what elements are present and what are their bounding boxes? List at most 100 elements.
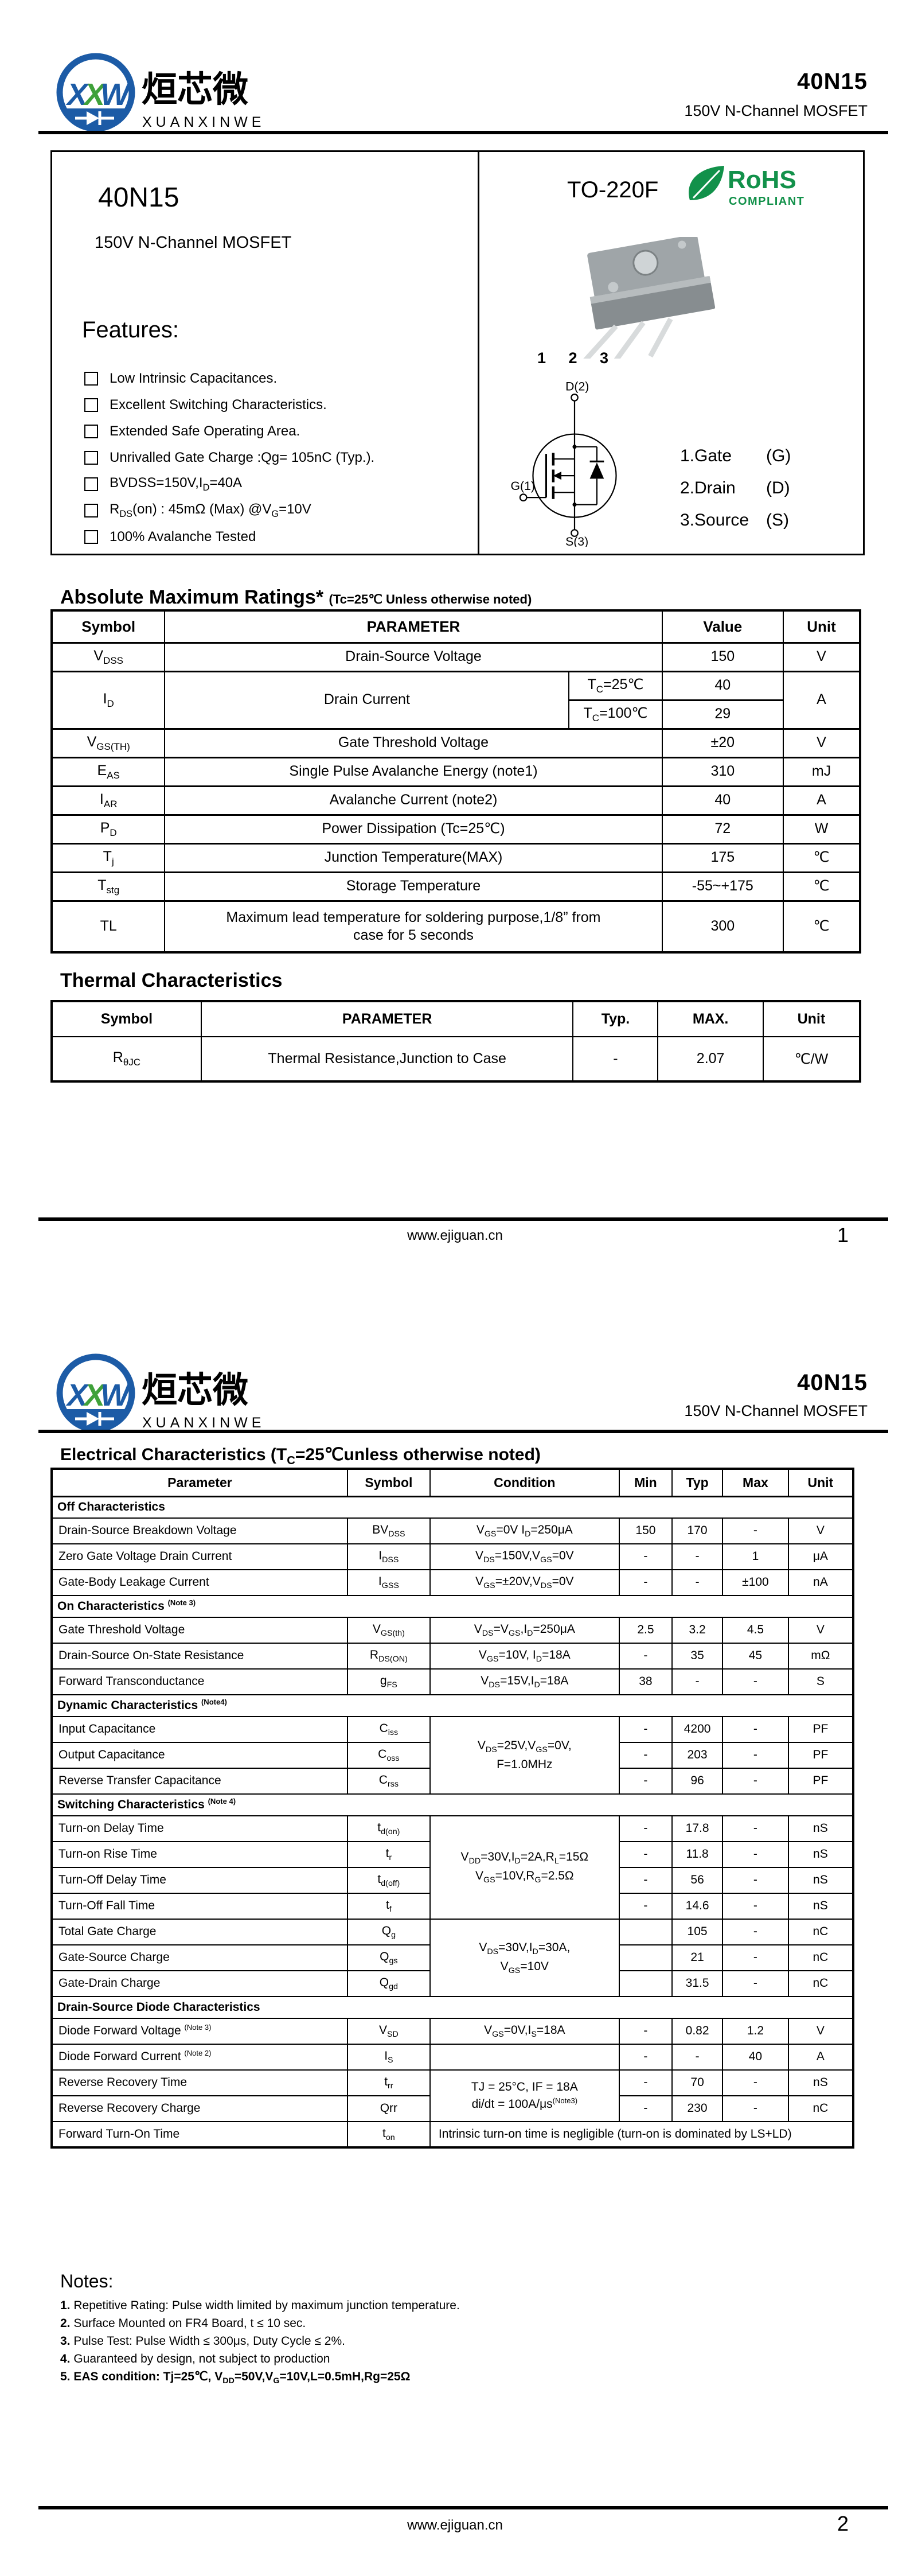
table-cell: nS	[787, 1867, 854, 1894]
to220f-drawing	[579, 234, 716, 367]
table-row: Drain-Source Breakdown Voltage BVDSS VGS=0…	[51, 1517, 854, 1544]
table-cell: -	[618, 1543, 673, 1570]
rohs-compliant-text: COMPLIANT	[729, 195, 804, 208]
table-cell: -	[618, 2018, 673, 2045]
table-cell: -	[722, 1944, 789, 1971]
table-cell: nS	[787, 1841, 854, 1868]
table-cell: 17.8	[671, 1815, 724, 1842]
table-cell	[618, 1944, 673, 1971]
table-cell: 35	[671, 1643, 724, 1670]
header-subtitle: 150V N-Channel MOSFET	[684, 102, 868, 119]
table-cell: 40	[661, 670, 784, 701]
section-row: Dynamic Characteristics (Note4)	[51, 1694, 854, 1717]
table-cell: Gate-Source Charge	[51, 1944, 348, 1971]
table-cell: Qgs	[346, 1944, 431, 1971]
table-cell: td(on)	[346, 1815, 431, 1842]
elec-title: Electrical Characteristics (TC=25℃unless…	[60, 1445, 541, 1467]
table-cell: -	[722, 1517, 789, 1544]
brand-logo-graphic: X X W 烜芯微 XUANXINWEI	[56, 53, 269, 132]
table-cell: -	[618, 1867, 673, 1894]
table-cell: μA	[787, 1543, 854, 1570]
table-cell: Coss	[346, 1742, 431, 1769]
column-header: Symbol	[51, 1001, 202, 1037]
table-cell: 14.6	[671, 1893, 724, 1920]
pin-description: 2.Drain (D)	[680, 472, 791, 504]
notes-title: Notes:	[60, 2271, 114, 2291]
table-cell: -	[671, 1668, 724, 1695]
table-cell: VGS(th)	[346, 1617, 431, 1644]
table-row: TL Maximum lead temperature for soldering…	[50, 900, 861, 954]
brand-name-en: XUANXINWEI	[142, 114, 261, 130]
table-cell: Tstg	[50, 871, 166, 902]
table-row: Forward Turn-On Time ton Intrinsic turn-on…	[51, 2121, 854, 2148]
table-cell	[618, 1970, 673, 1997]
table-cell: V	[787, 2018, 854, 2045]
section-header: Switching Characteristics (Note 4)	[51, 1793, 854, 1816]
table-cell: -	[722, 2069, 789, 2096]
pin-name: 2.Drain	[680, 478, 736, 497]
table-cell: -	[618, 1569, 673, 1596]
logo-diode-icon	[75, 111, 114, 125]
feature-item: Extended Safe Operating Area.	[84, 418, 374, 445]
logo-letter-x1: X	[65, 77, 89, 112]
footer-url-2[interactable]: www.ejiguan.cn	[407, 2517, 503, 2533]
table-cell: 4.5	[722, 1617, 789, 1644]
table-cell: -	[618, 1716, 673, 1743]
footer-rule-2	[38, 2506, 888, 2509]
feature-text: Low Intrinsic Capacitances.	[110, 371, 278, 386]
table-cell: Reverse Recovery Charge	[51, 2095, 348, 2122]
page-number-2: 2	[837, 2512, 849, 2535]
table-cell: tr	[346, 1841, 431, 1868]
table-cell: tf	[346, 1893, 431, 1920]
table-cell: Diode Forward Current (Note 2)	[51, 2044, 348, 2071]
table-cell: -55~+175	[661, 871, 784, 902]
table-row: RθJC Thermal Resistance,Junction to Case -…	[51, 1036, 861, 1082]
table-row: Gate-Source Charge Qgs 21- nC	[51, 1944, 854, 1971]
table-row: Gate-Body Leakage Current IGSS VGS=±20V,VD…	[51, 1569, 854, 1596]
column-header: Value	[661, 609, 784, 644]
table-row: Zero Gate Voltage Drain Current IDSS VDS=1…	[51, 1543, 854, 1570]
table-cell: 40	[661, 785, 784, 816]
table-cell: RDS(ON)	[346, 1643, 431, 1670]
header-rule-2	[38, 1430, 888, 1433]
table-cell: -	[618, 1643, 673, 1670]
table-cell: nC	[787, 1919, 854, 1945]
table-cell: -	[671, 2044, 724, 2071]
abs-max-title-note: (Tc=25℃ Unless otherwise noted)	[329, 592, 532, 606]
thermal-title: Thermal Characteristics	[60, 970, 283, 991]
table-cell: Drain Current	[164, 670, 570, 730]
footer-url-1[interactable]: www.ejiguan.cn	[407, 1228, 503, 1243]
table-cell: -	[722, 1742, 789, 1769]
table-cell: 3.2	[671, 1617, 724, 1644]
table-cell: Single Pulse Avalanche Energy (note1)	[164, 756, 663, 787]
table-row: Turn-Off Delay Time td(off) -56- nS	[51, 1867, 854, 1894]
thermal-table: Symbol PARAMETER Typ. MAX. Unit RθJC Thermal R…	[50, 1000, 861, 1083]
table-cell: PF	[787, 1768, 854, 1795]
table-cell: 150	[661, 641, 784, 672]
svg-text:X: X	[83, 1378, 107, 1412]
table-cell: -	[722, 1716, 789, 1743]
table-cell: PF	[787, 1716, 854, 1743]
header-subtitle-2: 150V N-Channel MOSFET	[684, 1402, 868, 1419]
pin-symbol: (D)	[766, 478, 790, 497]
header-part-number: 40N15	[797, 69, 868, 94]
pin-name: 1.Gate	[680, 446, 732, 465]
page-number-1: 1	[837, 1223, 849, 1247]
feature-item: Unrivalled Gate Charge :Qg= 105nC (Typ.)…	[84, 445, 374, 471]
source-label: S(3)	[565, 535, 588, 547]
section-row: Switching Characteristics (Note 4)	[51, 1793, 854, 1816]
table-cell: -	[572, 1036, 659, 1082]
abs-max-table: Symbol PARAMETER Value Unit VDSS Drain-Source…	[50, 609, 861, 954]
feature-text: BVDSS=150V,ID=40A	[110, 475, 243, 493]
table-cell: -	[722, 2095, 789, 2122]
table-row: Gate Threshold Voltage VGS(th) VDS=VGS,ID=…	[51, 1617, 854, 1644]
table-cell: nS	[787, 2069, 854, 2096]
table-row: ID Drain Current TC=25℃ 40 A	[50, 670, 861, 730]
table-cell: 2.5	[618, 1617, 673, 1644]
drain-label: D(2)	[565, 380, 589, 394]
brand-name-cn: 烜芯微	[142, 70, 248, 110]
table-cell: Diode Forward Voltage (Note 3)	[51, 2018, 348, 2045]
table-row: Reverse Transfer Capacitance Crss -96- PF	[51, 1768, 854, 1795]
section-header: On Characteristics (Note 3)	[51, 1595, 854, 1618]
abs-max-title-text: Absolute Maximum Ratings*	[60, 586, 324, 608]
